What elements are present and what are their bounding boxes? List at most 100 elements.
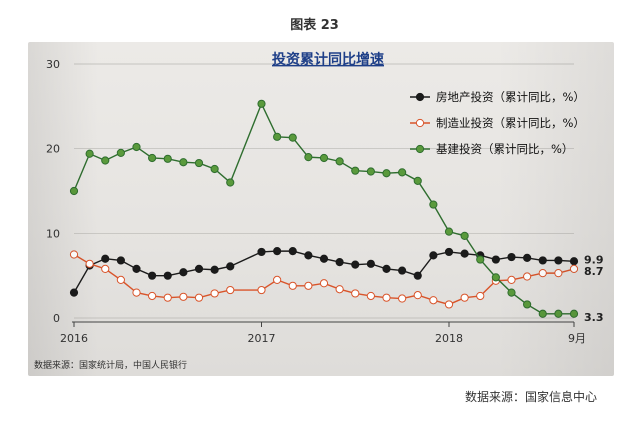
- x-tick-label: 2016: [60, 332, 88, 345]
- y-tick-label: 0: [53, 312, 60, 325]
- line-chart: 0 10 20 30 2016 2017 2018 9月 投资累计同比增速 9.98.7 3.3 房地…: [34, 51, 604, 371]
- series-1-point: [569, 264, 579, 273]
- series-1-point: [351, 289, 360, 298]
- series-2-point: [444, 227, 454, 236]
- series-1-point: [148, 291, 157, 301]
- series-2-point: [210, 164, 219, 174]
- series-2-point: [491, 273, 500, 282]
- series-2-point: [460, 231, 469, 240]
- series-2-point: [101, 156, 110, 165]
- chart-photo: 0 10 20 30 2016 2017 2018 9月 投资累计同比增速 9.9 8.7 3.3 房地…: [28, 42, 614, 376]
- series-0-point: [148, 271, 157, 280]
- legend-marker: [415, 118, 425, 128]
- series-2-point: [132, 142, 141, 152]
- series-1-point: [523, 272, 532, 281]
- series-2-point: [163, 154, 172, 163]
- series-0-point: [460, 249, 469, 258]
- series-2-point: [351, 166, 360, 175]
- series-1-point: [476, 291, 485, 301]
- series-0-point: [569, 257, 579, 266]
- series-0-point: [335, 258, 344, 267]
- x-tick-label: 2018: [435, 332, 463, 345]
- series-2-point: [366, 167, 375, 176]
- series-1-point: [335, 285, 344, 294]
- series-1-point: [304, 281, 313, 290]
- series-0-point: [179, 268, 188, 277]
- series-2-point: [226, 178, 235, 187]
- series-0-point: [523, 253, 532, 262]
- series-1-point: [101, 264, 110, 273]
- series-2-point: [148, 153, 157, 163]
- series-1-point: [69, 250, 79, 259]
- legend-entry: 基建投资（累计同比，%）: [436, 142, 573, 156]
- series-2-point: [538, 309, 547, 318]
- series-0-point: [366, 259, 375, 268]
- series-0-point: [69, 288, 79, 297]
- series-0-point: [444, 247, 454, 257]
- series-1-point: [398, 294, 407, 303]
- x-tick-label: 9月: [568, 332, 586, 345]
- series-0-point: [398, 266, 407, 275]
- series-2-point: [398, 168, 407, 177]
- series-1-point: [413, 291, 422, 300]
- series-2-point: [507, 288, 516, 297]
- series-2-point: [194, 158, 204, 168]
- series-0-point: [257, 247, 266, 257]
- series-1-point: [194, 293, 204, 302]
- y-tick-label: 30: [46, 58, 60, 71]
- series-1-point: [538, 269, 547, 278]
- series-0-point: [382, 264, 391, 273]
- chart-source-note: 数据来源：国家统计局，中国人民银行: [34, 359, 187, 371]
- legend-marker: [415, 144, 425, 154]
- series-2-point: [335, 157, 344, 166]
- series-1-point: [429, 296, 438, 305]
- series-0-point: [273, 247, 282, 256]
- series-1-point: [319, 279, 329, 288]
- series-2-point: [69, 186, 79, 196]
- series-0-point: [304, 251, 313, 260]
- series-1-point: [460, 293, 469, 302]
- series-1-point: [132, 288, 141, 297]
- series-end-label: 3.3: [584, 311, 604, 324]
- legend-entry: 制造业投资（累计同比，%）: [436, 116, 585, 130]
- series-1-point: [554, 269, 563, 278]
- series-2-point: [85, 149, 94, 158]
- y-tick-label: 20: [46, 143, 60, 156]
- series-2-point: [429, 200, 438, 209]
- series-2-point: [179, 158, 188, 167]
- legend-marker: [415, 92, 425, 102]
- series-1-point: [366, 291, 375, 301]
- series-0-point: [101, 254, 110, 263]
- series-0-point: [538, 256, 547, 265]
- series-1-point: [179, 292, 188, 301]
- y-tick-label: 10: [46, 227, 60, 240]
- series-1-point: [163, 293, 172, 302]
- chart-title: 投资累计同比增速: [272, 51, 384, 68]
- series-0-point: [116, 256, 125, 265]
- series-1-point: [288, 281, 297, 290]
- series-2-point: [116, 148, 125, 158]
- series-1-point: [116, 275, 125, 284]
- series-0-point: [194, 264, 204, 273]
- series-0-point: [491, 255, 500, 264]
- series-1-point: [210, 289, 219, 298]
- series-0-point: [288, 247, 297, 256]
- series-end-label: 9.9: [584, 253, 604, 266]
- series-0-point: [429, 251, 438, 260]
- series-2-point: [382, 169, 391, 178]
- series-2-point: [304, 153, 313, 162]
- series-0-point: [507, 252, 516, 262]
- series-2-point: [273, 132, 282, 141]
- series-0-point: [163, 271, 172, 280]
- series-0-point: [413, 271, 422, 280]
- series-0-point: [554, 256, 563, 265]
- series-1-point: [382, 293, 391, 302]
- series-0-point: [210, 265, 219, 274]
- series-1-point: [444, 300, 454, 309]
- series-1-point: [507, 275, 516, 284]
- series-2-point: [554, 309, 563, 318]
- series-2-point: [476, 255, 485, 264]
- series-2-point: [288, 133, 297, 142]
- series-1-point: [85, 259, 94, 268]
- series-0-point: [226, 262, 235, 271]
